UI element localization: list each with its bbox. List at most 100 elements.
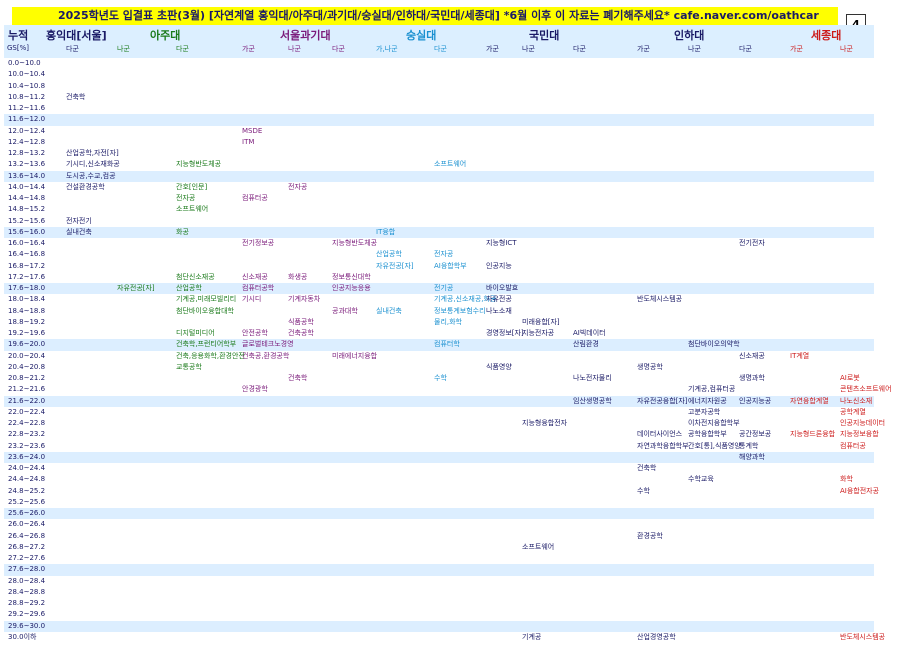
department-entry: 산업공학,자전[자] (66, 149, 119, 157)
table-header: 누적 GS[%] 홍익대[서울] 아주대 서울과기대 숭실대 국민대 인하대 세종대 다군 나… (4, 25, 874, 58)
department-entry: 생명공학 (637, 362, 663, 371)
gs-range-label: 29.2~29.6 (8, 610, 46, 619)
department-entry: 자유전공[자] (376, 261, 414, 270)
header-gun: 가군 (486, 45, 499, 53)
department-entry: 화생공 (288, 272, 308, 281)
table-row: 26.4~26.8 환경공학 (4, 531, 874, 542)
department-entry: AI융합학부 (434, 261, 467, 270)
table-row: 18.8~19.2 식품공학 물리,화학 미래융합[자] (4, 317, 874, 328)
gs-range-label: 19.6~20.0 (8, 340, 46, 349)
department-entry: 산업공학 (176, 284, 202, 292)
header-gun: 나군 (288, 45, 301, 53)
department-entry: 간호[인문] (176, 182, 208, 191)
header-gun: 다군 (332, 45, 345, 53)
department-entry: 정보통신대학 (332, 272, 371, 281)
department-entry: 바이오발효 (486, 284, 519, 292)
header-gun: 가군 (790, 45, 803, 53)
department-entry: 지능형반도체공 (332, 239, 378, 247)
header-university: 세종대 (811, 29, 842, 42)
department-entry: 실내건축 (66, 227, 92, 236)
gs-range-label: 22.4~22.8 (8, 419, 46, 427)
department-entry: 컴퓨터공학 (242, 284, 275, 292)
table-row: 12.4~12.8 ITM (4, 137, 874, 148)
department-entry: 미래융합[자] (522, 317, 560, 326)
department-entry: 지능형드론융합 (790, 430, 836, 439)
table-row: 19.2~19.6 디지털미디어 안전공학 건축공학 경영정보[자] 지능전자공 AI빅데이… (4, 328, 874, 339)
department-entry: 신소재공 (242, 272, 268, 281)
gs-range-label: 25.6~26.0 (8, 509, 46, 517)
gs-range-label: 12.8~13.2 (8, 149, 46, 157)
table-row: 17.6~18.0 자유전공[자] 산업공학 컴퓨터공학 인공지능응용 전기공 바이오발효 (4, 283, 874, 295)
table-row: 11.2~11.6 (4, 103, 874, 114)
department-entry: 지능정보융합 (840, 430, 879, 439)
table-row: 14.4~14.8 전자공 컴퓨터공 (4, 193, 874, 204)
gs-range-label: 17.6~18.0 (8, 284, 46, 292)
gs-range-label: 14.0~14.4 (8, 182, 46, 191)
gs-range-label: 29.6~30.0 (8, 621, 46, 630)
department-entry: 건축학 (66, 92, 86, 101)
department-entry: 산림환경 (573, 340, 599, 349)
department-entry: 인공지능공 (739, 396, 772, 405)
department-entry: MSDE (242, 126, 263, 135)
table-row: 16.0~16.4 전기정보공 지능형반도체공 지능형ICT 전기전자 (4, 238, 874, 249)
table-row: 27.6~28.0 (4, 564, 874, 576)
header-gs-label: GS[%] (7, 44, 29, 52)
header-gun: 다군 (66, 45, 79, 53)
gs-range-label: 19.2~19.6 (8, 329, 46, 337)
header-gun: 나군 (117, 45, 130, 53)
department-entry: 수학 (434, 374, 447, 382)
department-entry: 지능형ICT (486, 239, 517, 247)
department-entry: 소프트웨어 (176, 205, 209, 214)
gs-range-label: 18.4~18.8 (8, 306, 46, 315)
department-entry: 건축공학 (288, 329, 314, 337)
gs-range-label: 20.0~20.4 (8, 351, 46, 360)
department-entry: IT융합 (376, 227, 396, 236)
department-entry: 교통공학 (176, 362, 202, 371)
department-entry: AI로봇 (840, 374, 860, 382)
department-entry: 지능전자공 (522, 329, 555, 337)
department-entry: 첨단신소재공 (176, 272, 215, 281)
department-entry: 자유전공융합[자] (637, 396, 688, 405)
department-entry: 식품공학 (288, 317, 314, 326)
table-row: 11.6~12.0 (4, 114, 874, 126)
header-university: 서울과기대 (280, 29, 331, 42)
table-row: 27.2~27.6 (4, 553, 874, 564)
gs-range-label: 14.4~14.8 (8, 194, 46, 202)
header-gun: 나군 (840, 45, 853, 53)
department-entry: 생명과학 (739, 374, 765, 382)
department-entry: 기시디 (242, 295, 262, 304)
department-entry: 수학 (637, 486, 650, 495)
header-university: 국민대 (529, 29, 560, 42)
gs-range-label: 16.0~16.4 (8, 239, 46, 247)
table-row: 16.8~17.2 자유전공[자] AI융합학부 인공지능 (4, 261, 874, 272)
table-row: 0.0~10.0 (4, 58, 874, 69)
department-entry: 소프트웨어 (522, 542, 555, 551)
gs-range-label: 16.4~16.8 (8, 250, 46, 259)
table-row: 12.8~13.2 산업공학,자전[자] (4, 148, 874, 159)
department-entry: 전기전자 (739, 239, 765, 247)
department-entry: 인공지능응용 (332, 284, 371, 292)
gs-range-label: 18.8~19.2 (8, 317, 46, 326)
gs-range-label: 17.2~17.6 (8, 272, 46, 281)
department-entry: 전자공 (176, 194, 196, 202)
gs-range-label: 14.8~15.2 (8, 205, 46, 214)
header-gun: 다군 (573, 45, 586, 53)
department-entry: 반도체시스템공 (637, 295, 683, 304)
table-row: 26.8~27.2 소프트웨어 (4, 542, 874, 553)
table-row: 25.2~25.6 (4, 497, 874, 508)
department-entry: 기계공 (522, 632, 542, 641)
table-row: 10.4~10.8 (4, 81, 874, 92)
department-entry: 도시공,수교,컴공 (66, 171, 116, 180)
department-entry: 인공지능 (486, 261, 512, 270)
table-row: 28.0~28.4 (4, 576, 874, 587)
header-university: 홍익대[서울] (46, 29, 107, 42)
department-entry: 공학계열 (840, 407, 866, 416)
gs-range-label: 26.0~26.4 (8, 520, 46, 529)
department-entry: 컴퓨터공 (840, 441, 866, 450)
gs-range-label: 28.8~29.2 (8, 599, 46, 607)
department-entry: 공과대학 (332, 306, 358, 315)
department-entry: 건축학 (288, 374, 308, 382)
gs-range-label: 20.4~20.8 (8, 362, 46, 371)
header-cumulative-label: 누적 (8, 29, 29, 42)
department-entry: 건축공,환경공학 (242, 351, 290, 360)
